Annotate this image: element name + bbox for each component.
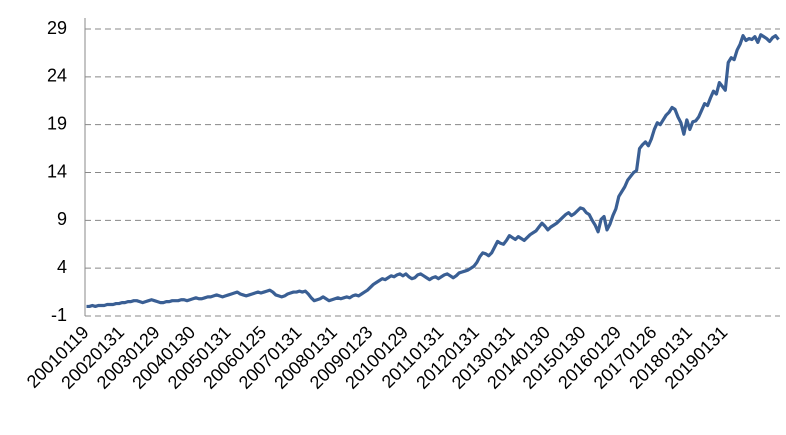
- y-tick-label: -1: [51, 305, 67, 325]
- data-line: [86, 33, 780, 309]
- y-tick-label: 24: [47, 66, 67, 86]
- y-tick-label: 4: [57, 257, 67, 277]
- y-tick-label: 9: [57, 209, 67, 229]
- y-tick-label: 29: [47, 18, 67, 38]
- y-tick-label: 14: [47, 161, 67, 181]
- y-tick-label: 19: [47, 113, 67, 133]
